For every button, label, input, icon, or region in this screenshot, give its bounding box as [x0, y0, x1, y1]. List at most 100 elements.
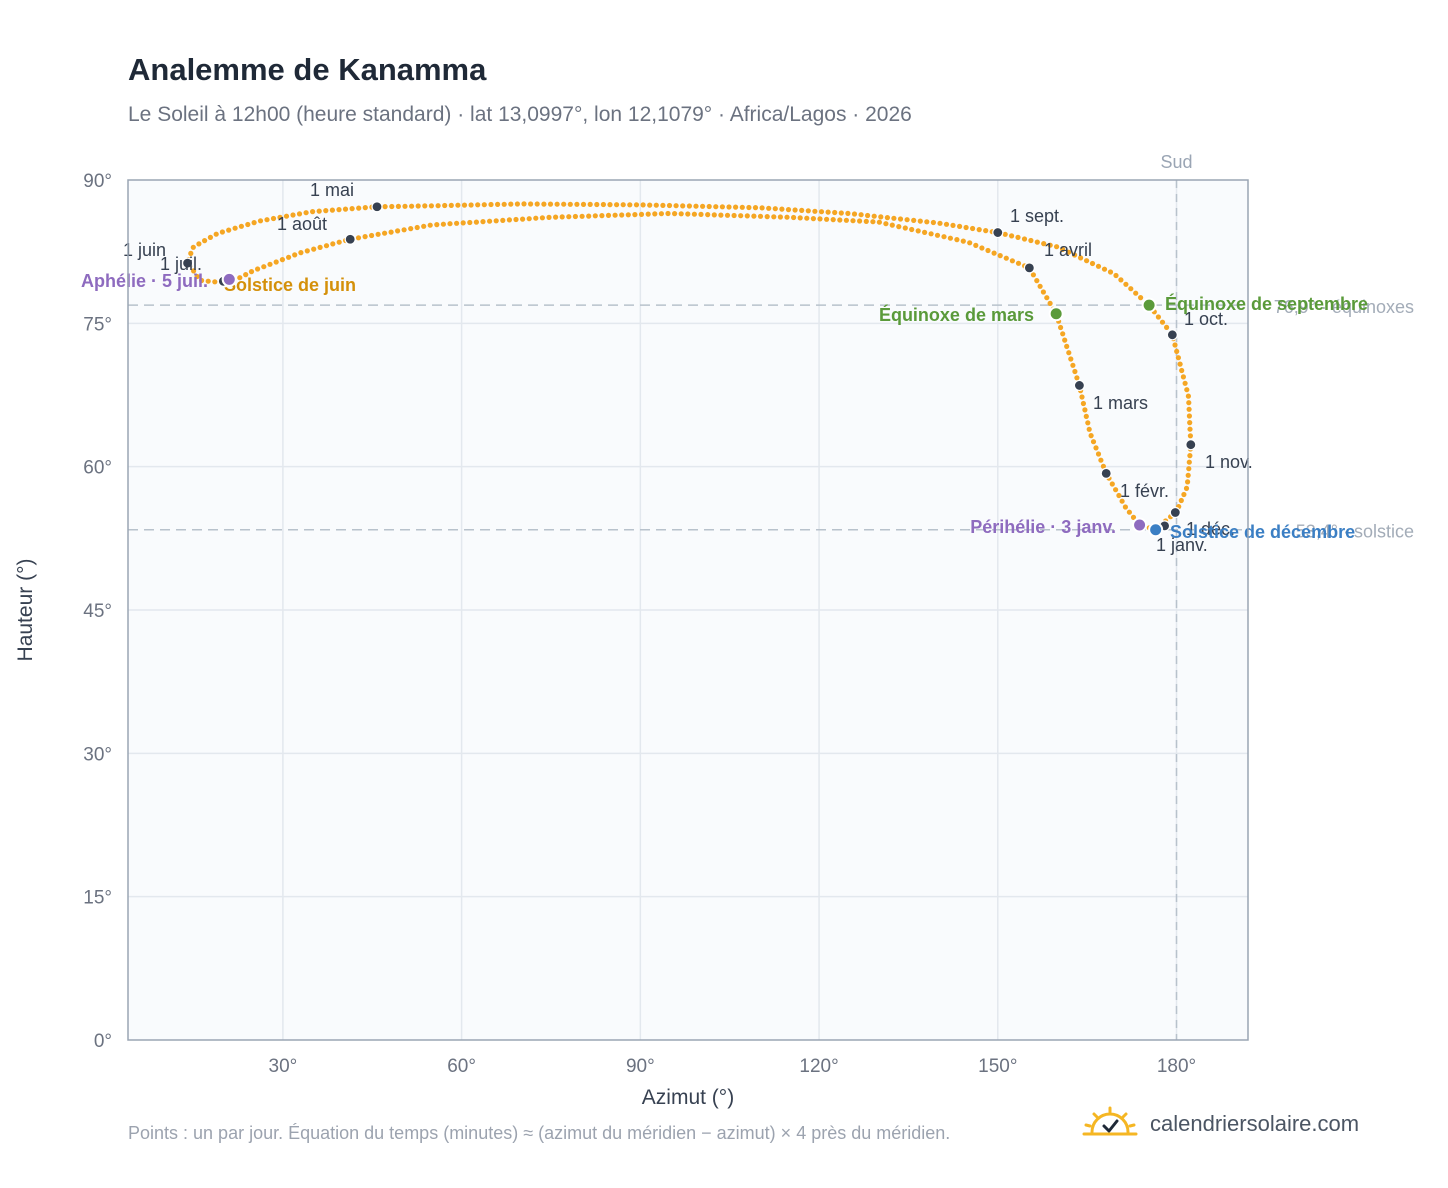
day-point [897, 216, 904, 222]
day-point [567, 201, 573, 207]
brand-name[interactable]: calendriersolaire.com [1150, 1111, 1360, 1136]
day-point [1187, 426, 1193, 432]
y-tick-label: 90° [83, 171, 112, 192]
month-label: 1 mars [1093, 393, 1148, 413]
day-point [1174, 348, 1180, 354]
day-point [876, 219, 883, 225]
day-point [638, 211, 645, 217]
day-point [812, 208, 818, 214]
month-marker [1169, 506, 1181, 519]
day-point [561, 201, 567, 207]
day-point [845, 210, 851, 216]
day-point [1028, 237, 1034, 244]
day-point [658, 211, 665, 217]
day-point [804, 215, 810, 221]
day-point [389, 203, 395, 210]
day-point [883, 221, 889, 227]
day-point [1113, 272, 1119, 279]
month-label: 1 sept. [1010, 206, 1064, 226]
day-point [904, 217, 910, 223]
day-point [428, 203, 434, 209]
brand[interactable]: calendriersolaire.com [1082, 1104, 1359, 1144]
reference-line-label: 76,9° · équinoxes [1274, 297, 1414, 317]
day-point [1187, 433, 1193, 439]
month-label: 1 avril [1044, 240, 1092, 260]
day-point [592, 213, 598, 219]
day-point [706, 203, 712, 210]
day-point [838, 210, 844, 216]
day-point [870, 219, 876, 225]
day-point [830, 217, 836, 223]
day-point [1187, 453, 1193, 459]
day-point [199, 277, 205, 284]
day-point [824, 216, 830, 222]
day-point [943, 221, 950, 227]
day-point [612, 212, 618, 218]
day-point [600, 201, 607, 208]
day-point [547, 201, 554, 207]
day-point [810, 216, 817, 222]
day-point [718, 212, 724, 218]
day-point [468, 202, 474, 208]
day-point [896, 224, 902, 230]
day-point [461, 202, 468, 208]
day-point [719, 204, 726, 210]
day-point [508, 201, 514, 207]
day-point [283, 213, 290, 219]
month-marker [1073, 379, 1086, 392]
day-point [1086, 426, 1092, 432]
day-point [832, 209, 838, 216]
day-point [382, 204, 388, 210]
day-point [202, 238, 208, 244]
day-point [960, 238, 966, 244]
day-point [739, 204, 745, 210]
day-point [460, 220, 466, 226]
day-point [194, 273, 200, 280]
day-point [976, 227, 982, 233]
day-point [1186, 459, 1192, 465]
day-point [997, 253, 1003, 259]
day-point [188, 250, 194, 256]
event-label: Aphélie · 5 juil. [81, 271, 208, 291]
day-point [1084, 258, 1090, 264]
x-tick-label: 90° [626, 1056, 655, 1077]
day-point [1182, 380, 1188, 386]
event-marker [1048, 306, 1064, 322]
day-point [957, 223, 963, 229]
day-point [414, 224, 420, 231]
day-point [566, 214, 572, 220]
day-point [190, 244, 196, 250]
day-point [766, 205, 772, 211]
day-point [1009, 258, 1016, 264]
day-point [310, 209, 316, 215]
day-point [267, 261, 273, 267]
day-point [772, 206, 778, 212]
day-point [520, 216, 526, 222]
day-point [858, 212, 864, 218]
day-point [891, 215, 897, 221]
day-point [889, 222, 895, 228]
day-point [653, 202, 659, 208]
day-point [395, 228, 401, 234]
day-point [934, 232, 941, 238]
event-marker [1148, 522, 1164, 538]
day-point [572, 213, 579, 220]
day-point [738, 213, 744, 219]
day-point [238, 223, 244, 229]
day-point [1133, 290, 1139, 296]
day-point [408, 226, 414, 232]
day-point [1082, 407, 1088, 413]
chart-title: Analemme de Kanamma [128, 52, 487, 87]
day-point [226, 227, 232, 233]
day-point [205, 278, 211, 284]
day-point [672, 211, 678, 217]
day-point [1178, 497, 1184, 504]
month-marker [181, 257, 194, 269]
day-point [1128, 286, 1134, 292]
day-point [698, 211, 704, 217]
south-label: Sud [1160, 152, 1192, 172]
day-point [784, 214, 790, 220]
day-point [546, 214, 552, 220]
day-point [1107, 269, 1114, 275]
day-point [843, 217, 850, 223]
